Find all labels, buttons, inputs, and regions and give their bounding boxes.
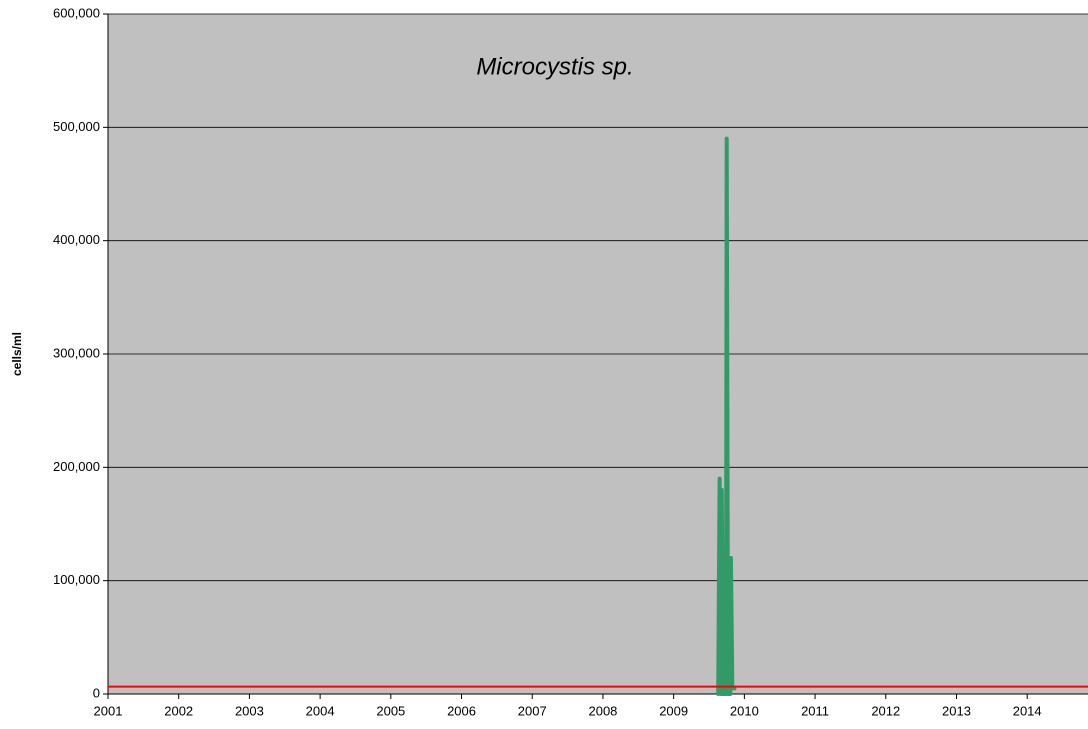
x-tick-label: 2005	[376, 703, 405, 718]
series-line	[716, 136, 737, 696]
x-tick-label: 2012	[871, 703, 900, 718]
y-tick-label: 0	[93, 685, 100, 700]
x-tick-label: 2003	[235, 703, 264, 718]
y-tick-label: 500,000	[53, 119, 100, 134]
x-tick-label: 2009	[659, 703, 688, 718]
y-tick-label: 100,000	[53, 572, 100, 587]
x-tick-label: 2004	[306, 703, 335, 718]
y-tick-label: 200,000	[53, 459, 100, 474]
x-tick-label: 2001	[94, 703, 123, 718]
x-tick-label: 2010	[730, 703, 759, 718]
y-tick-label: 300,000	[53, 345, 100, 360]
x-tick-label: 2002	[164, 703, 193, 718]
x-tick-label: 2008	[588, 703, 617, 718]
x-tick-label: 2013	[942, 703, 971, 718]
y-axis-label: cells/ml	[10, 332, 24, 376]
x-tick-label: 2007	[518, 703, 547, 718]
x-tick-label: 2011	[801, 703, 829, 718]
x-tick-label: 2006	[447, 703, 476, 718]
y-tick-label: 400,000	[53, 232, 100, 247]
y-tick-label: 600,000	[53, 5, 100, 20]
x-tick-label: 2014	[1013, 703, 1042, 718]
chart-title: Microcystis sp.	[476, 53, 633, 80]
